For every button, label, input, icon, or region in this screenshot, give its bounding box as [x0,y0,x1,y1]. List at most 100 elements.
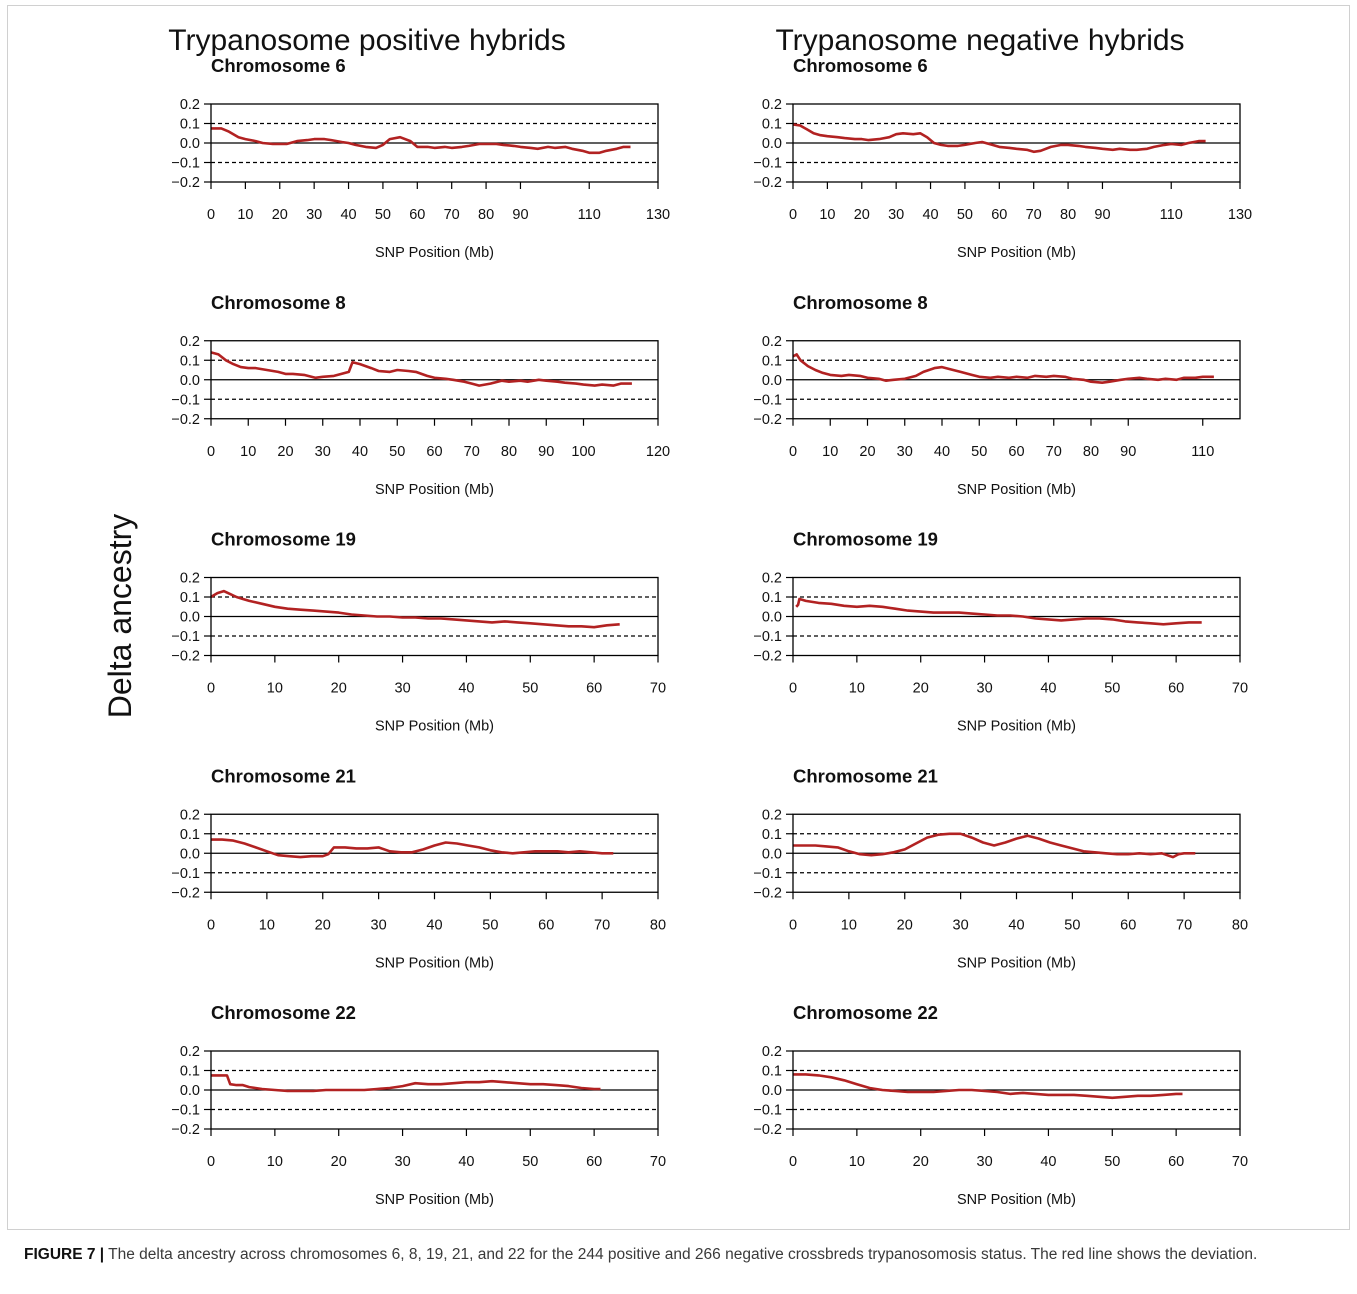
x-tick-label: 80 [501,444,517,460]
x-tick-label: 30 [395,681,411,697]
x-tick-label: 70 [1046,444,1062,460]
y-tick-label: −0.2 [171,412,200,428]
figure-frame-bottom [7,1229,1350,1230]
chart-title: Chromosome 21 [793,765,938,786]
x-tick-label: 20 [913,681,929,697]
y-tick-label: −0.1 [753,629,782,645]
y-tick-label: 0.2 [180,807,200,823]
y-tick-label: 0.2 [180,334,200,350]
x-axis-label: SNP Position (Mb) [957,719,1076,735]
chart-title: Chromosome 19 [793,529,938,550]
x-tick-label: 50 [1064,917,1080,933]
y-tick-label: −0.1 [171,156,200,172]
chart-title: Chromosome 8 [211,292,346,313]
x-tick-label: 10 [267,681,283,697]
x-tick-label: 50 [522,681,538,697]
y-tick-label: 0.0 [762,1083,782,1099]
x-tick-label: 40 [352,444,368,460]
x-tick-label: 20 [331,681,347,697]
x-tick-label: 30 [371,917,387,933]
x-tick-label: 10 [849,681,865,697]
series-line [211,838,614,859]
series-line [793,1073,1183,1100]
series-line [795,597,1202,626]
x-tick-label: 60 [426,444,442,460]
x-axis-label: SNP Position (Mb) [375,719,494,735]
chart-title: Chromosome 6 [793,55,928,76]
x-tick-label: 60 [586,1154,602,1170]
y-tick-label: 0.0 [762,846,782,862]
x-axis-label: SNP Position (Mb) [957,1192,1076,1208]
series-line [792,123,1206,154]
x-tick-label: 30 [953,917,969,933]
y-tick-label: −0.1 [171,629,200,645]
x-tick-label: 30 [888,207,904,223]
x-tick-label: 30 [306,207,322,223]
y-tick-label: 0.2 [762,571,782,587]
x-tick-label: 10 [259,917,275,933]
x-tick-label: 50 [522,1154,538,1170]
y-tick-label: 0.1 [180,590,200,606]
x-tick-label: 20 [859,444,875,460]
x-tick-label: 130 [1228,207,1252,223]
x-tick-label: 90 [512,207,528,223]
y-tick-label: −0.1 [171,866,200,882]
x-tick-label: 70 [464,444,480,460]
x-tick-label: 30 [315,444,331,460]
y-tick-label: 0.0 [762,373,782,389]
y-tick-label: −0.2 [171,175,200,191]
x-tick-label: 60 [586,681,602,697]
chart-negative-chromosome-6: Chromosome 6 −0.2 −0.1 0.0 0.1 0.2 0 10 20 30 40 50… [753,55,1252,261]
y-tick-label: 0.0 [180,846,200,862]
y-tick-label: −0.1 [171,1103,200,1119]
chart-positive-chromosome-6: Chromosome 6 −0.2 −0.1 0.0 0.1 0.2 0 10 20 30 40 50… [171,55,670,261]
x-tick-label: 60 [1008,444,1024,460]
x-tick-label: 80 [1060,207,1076,223]
chart-title: Chromosome 22 [793,1002,938,1023]
y-tick-label: −0.2 [753,175,782,191]
series-line [211,127,631,155]
y-tick-label: 0.1 [762,590,782,606]
x-tick-label: 0 [789,1154,797,1170]
x-tick-label: 10 [822,444,838,460]
x-tick-label: 10 [841,917,857,933]
y-tick-label: −0.2 [753,1122,782,1138]
x-tick-label: 110 [578,207,601,223]
x-tick-label: 30 [977,681,993,697]
x-tick-label: 90 [1120,444,1136,460]
x-tick-label: 0 [789,681,797,697]
series-line [210,351,632,387]
x-tick-label: 40 [922,207,938,223]
x-tick-label: 70 [650,681,666,697]
x-tick-label: 0 [207,444,215,460]
x-tick-label: 70 [1232,681,1248,697]
x-tick-label: 60 [1120,917,1136,933]
y-tick-label: −0.1 [753,1103,782,1119]
y-tick-label: −0.2 [171,885,200,901]
x-tick-label: 0 [789,207,797,223]
x-tick-label: 50 [971,444,987,460]
x-tick-label: 70 [1026,207,1042,223]
x-tick-label: 50 [389,444,405,460]
x-tick-label: 50 [375,207,391,223]
y-tick-label: 0.2 [762,97,782,113]
x-tick-label: 40 [458,681,474,697]
y-tick-label: 0.1 [180,353,200,369]
x-tick-label: 70 [594,917,610,933]
x-tick-label: 10 [237,207,253,223]
x-tick-label: 0 [789,917,797,933]
x-tick-label: 130 [646,207,670,223]
x-axis-label: SNP Position (Mb) [375,245,494,261]
caption-text: The delta ancestry across chromosomes 6,… [108,1246,1258,1263]
x-tick-label: 70 [1176,917,1192,933]
column-title-positive: Trypanosome positive hybrids [168,24,565,57]
y-tick-label: 0.1 [180,117,200,133]
x-tick-label: 40 [934,444,950,460]
series-line [211,1074,601,1093]
x-tick-label: 40 [426,917,442,933]
x-tick-label: 40 [1008,917,1024,933]
chart-negative-chromosome-21: Chromosome 21 −0.2 −0.1 0.0 0.1 0.2 0 10 20 30 40 5… [753,765,1248,971]
y-tick-label: 0.2 [762,334,782,350]
x-tick-label: 50 [1104,681,1120,697]
